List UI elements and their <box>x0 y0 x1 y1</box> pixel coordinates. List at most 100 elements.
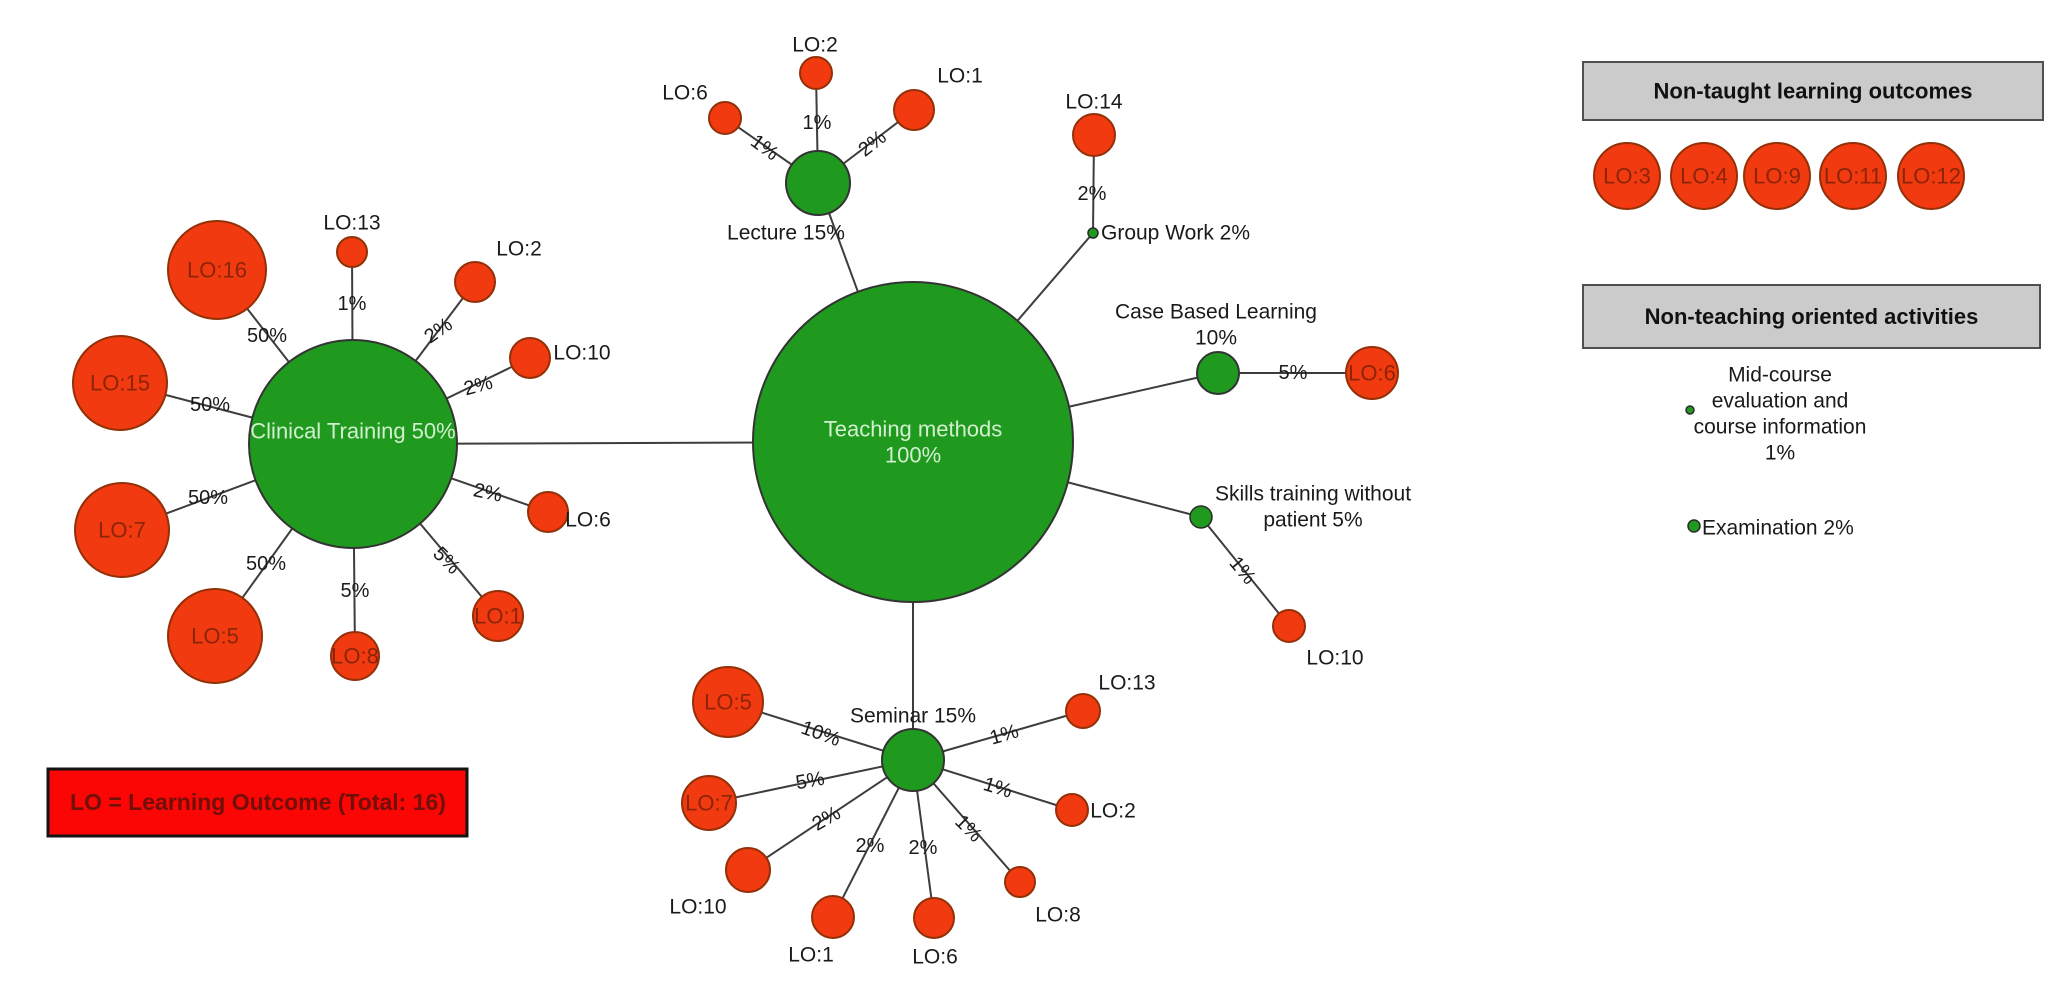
node-label-skills: patient 5% <box>1263 508 1362 531</box>
activities-box <box>1582 284 2041 349</box>
node-label-groupwork: Group Work 2% <box>1101 221 1250 244</box>
edge-label: 2% <box>461 372 495 401</box>
non-taught-box <box>1582 61 2044 121</box>
node-label-casebased: 10% <box>1195 326 1237 349</box>
edge-label: 5% <box>341 580 370 602</box>
edge-label: 5% <box>1279 362 1308 384</box>
edge-label: 5% <box>428 543 464 579</box>
node-l_lo2 <box>799 56 833 90</box>
midcourse-dot <box>1685 405 1695 415</box>
node-label-c_lo15: LO:15 <box>90 371 150 396</box>
node-c_lo6 <box>527 491 569 533</box>
node-label-cb_lo6: LO:6 <box>1348 361 1396 386</box>
node-c_lo7 <box>74 482 170 578</box>
edge-label: 2% <box>1078 183 1107 205</box>
lo-note-box <box>46 767 469 838</box>
node-se_lo8 <box>1004 866 1036 898</box>
edge-seminar-se_lo7 <box>708 759 914 804</box>
edge-label: 1% <box>338 293 367 315</box>
legend-node-lo12 <box>1897 142 1965 210</box>
node-label-skills: Skills training without <box>1215 482 1411 505</box>
node-clinical <box>248 339 458 549</box>
edge-label: 2% <box>856 835 885 857</box>
legend-node-label: LO:9 <box>1753 164 1801 189</box>
edge-label: 1% <box>987 720 1021 749</box>
node-l_lo1 <box>893 89 935 131</box>
node-label-c_lo16: LO:16 <box>187 258 247 283</box>
node-label-c_lo5: LO:5 <box>191 624 239 649</box>
node-c_lo13 <box>336 236 368 268</box>
legend-node-lo11 <box>1819 142 1887 210</box>
node-se_lo7 <box>681 775 737 831</box>
non-taught-title: Non-taught learning outcomes <box>1654 79 1973 104</box>
node-label-l_lo2: LO:2 <box>792 33 838 56</box>
node-c_lo16 <box>167 220 267 320</box>
node-label-c_lo10: LO:10 <box>553 341 610 364</box>
node-se_lo13 <box>1065 693 1101 729</box>
edge-seminar-se_lo10 <box>747 759 914 871</box>
node-label-se_lo5: LO:5 <box>704 690 752 715</box>
edge-label: 5% <box>794 768 827 795</box>
node-label-se_lo6: LO:6 <box>912 945 958 968</box>
node-se_lo6 <box>913 897 955 939</box>
node-label-se_lo1: LO:1 <box>788 943 834 966</box>
node-label-s_lo10: LO:10 <box>1306 646 1363 669</box>
edge-label: 2% <box>909 837 938 859</box>
node-label-c_lo7: LO:7 <box>98 518 146 543</box>
node-s_lo10 <box>1272 609 1306 643</box>
node-label-casebased: Case Based Learning <box>1115 300 1317 323</box>
examination-dot <box>1687 519 1701 533</box>
midcourse-label: Mid-course <box>1728 363 1832 386</box>
edge-skills-s_lo10 <box>1200 516 1290 627</box>
node-lecture <box>785 150 851 216</box>
legend-node-label: LO:11 <box>1824 164 1882 189</box>
node-c_lo15 <box>72 335 168 431</box>
node-se_lo1 <box>811 895 855 939</box>
node-label-c_lo6: LO:6 <box>565 508 611 531</box>
node-label-lecture: Lecture 15% <box>727 221 845 244</box>
node-seminar <box>881 728 945 792</box>
node-label-se_lo8: LO:8 <box>1035 903 1081 926</box>
node-label-clinical: Clinical Training 50% <box>250 419 455 444</box>
legend-node-label: LO:4 <box>1680 164 1728 189</box>
midcourse-label: course information <box>1694 415 1867 438</box>
edge-label: 50% <box>247 325 287 347</box>
edge-label: 10% <box>798 717 843 751</box>
midcourse-label: evaluation and <box>1712 389 1849 412</box>
node-label-teaching: Teaching methods <box>824 417 1003 442</box>
edge-label: 1% <box>981 773 1015 803</box>
node-skills-dot <box>1189 505 1213 529</box>
node-label-c_lo2: LO:2 <box>496 237 542 260</box>
activities-title: Non-teaching oriented activities <box>1645 304 1979 329</box>
legend-node-lo9 <box>1743 142 1811 210</box>
node-se_lo2 <box>1055 793 1089 827</box>
node-label-l_lo6: LO:6 <box>662 81 708 104</box>
node-groupwork-dot <box>1087 227 1099 239</box>
node-label-teaching: 100% <box>885 443 941 468</box>
node-casebased <box>1196 351 1240 395</box>
node-c_lo8 <box>330 631 380 681</box>
edge-label: 1% <box>803 112 832 134</box>
examination-label: Examination 2% <box>1702 516 1854 539</box>
node-lo14 <box>1072 113 1116 157</box>
node-label-c_lo1: LO:1 <box>474 604 522 629</box>
node-label-c_lo13: LO:13 <box>323 211 380 234</box>
legend-node-lo4 <box>1670 142 1738 210</box>
node-c_lo1 <box>472 590 524 642</box>
node-teaching <box>752 281 1074 603</box>
node-c_lo2 <box>454 261 496 303</box>
node-l_lo6 <box>708 101 742 135</box>
node-label-lo14: LO:14 <box>1065 90 1123 113</box>
node-se_lo5 <box>692 666 764 738</box>
node-label-c_lo8: LO:8 <box>331 644 379 669</box>
node-label-se_lo13: LO:13 <box>1098 671 1155 694</box>
lo-note-text: LO = Learning Outcome (Total: 16) <box>70 789 446 815</box>
node-label-l_lo1: LO:1 <box>937 64 983 87</box>
edge-label: 1% <box>950 811 986 847</box>
legend-node-label: LO:12 <box>1901 164 1961 189</box>
legend-node-label: LO:3 <box>1603 164 1651 189</box>
node-label-se_lo7: LO:7 <box>685 791 733 816</box>
edge-label: 50% <box>190 394 230 416</box>
